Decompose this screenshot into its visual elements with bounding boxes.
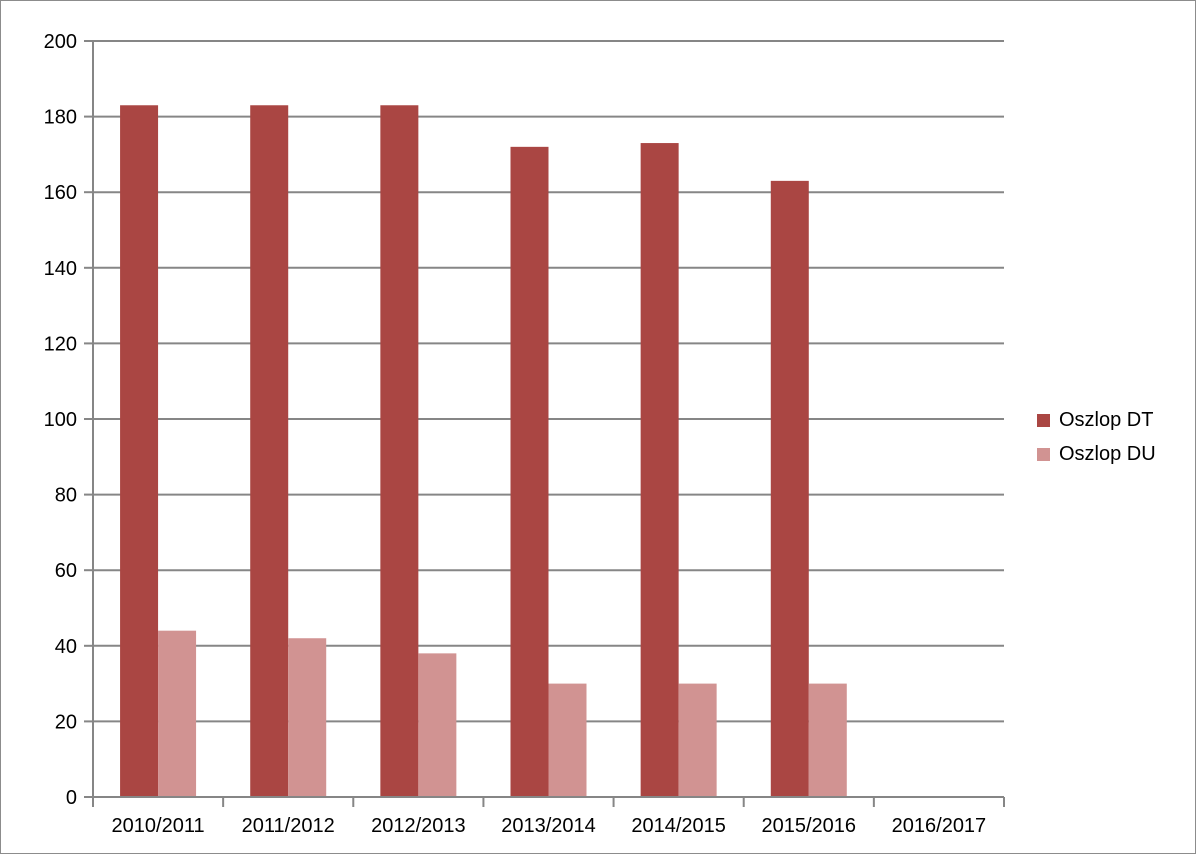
y-tick-label-20: 20 (55, 711, 77, 733)
y-tick-label-40: 40 (55, 636, 77, 658)
y-tick-label-120: 120 (44, 333, 77, 355)
y-tick-label-180: 180 (44, 107, 77, 129)
bar-oszlop-du-2010-2011 (158, 630, 197, 797)
bar-oszlop-dt-2010-2011 (120, 105, 159, 797)
bar-oszlop-du-2011-2012 (288, 638, 327, 797)
bar-oszlop-dt-2015-2016 (770, 180, 809, 798)
x-tick-label-2012-2013: 2012/2013 (371, 815, 466, 837)
axes (84, 40, 1005, 807)
y-tick-label-200: 200 (44, 31, 77, 53)
tick-labels: 0 20 40 60 80 100 120 140 160 180 200 2010/2011 2011… (44, 31, 987, 837)
y-tick-label-160: 160 (44, 182, 77, 204)
legend-item-oszlop-du: Oszlop DU (1037, 437, 1156, 471)
bar-oszlop-dt-2013-2014 (510, 146, 549, 798)
bar-oszlop-dt-2011-2012 (250, 105, 289, 797)
legend: Oszlop DT Oszlop DU (1037, 403, 1156, 471)
y-tick-label-100: 100 (44, 409, 77, 431)
bar-oszlop-dt-2014-2015 (640, 143, 679, 797)
legend-label-oszlop-dt: Oszlop DT (1059, 408, 1154, 431)
x-tick-label-2013-2014: 2013/2014 (501, 815, 596, 837)
bar-oszlop-du-2012-2013 (418, 653, 457, 797)
bars (120, 105, 847, 798)
y-tick-label-80: 80 (55, 485, 77, 507)
legend-label-oszlop-du: Oszlop DU (1059, 442, 1156, 465)
y-tick-label-0: 0 (66, 787, 77, 809)
legend-swatch-oszlop-du (1037, 447, 1050, 461)
legend-swatch-oszlop-dt (1037, 413, 1050, 427)
bar-oszlop-du-2015-2016 (808, 683, 847, 797)
x-tick-label-2015-2016: 2015/2016 (762, 815, 857, 837)
y-tick-label-60: 60 (55, 560, 77, 582)
x-tick-label-2016-2017: 2016/2017 (892, 815, 987, 837)
bar-oszlop-dt-2012-2013 (380, 105, 419, 797)
x-tick-label-2010-2011: 2010/2011 (112, 815, 205, 837)
bar-oszlop-du-2013-2014 (548, 683, 587, 797)
bar-oszlop-du-2014-2015 (678, 683, 717, 797)
x-tick-label-2014-2015: 2014/2015 (631, 815, 726, 837)
x-tick-label-2011-2012: 2011/2012 (242, 815, 335, 837)
y-tick-label-140: 140 (44, 258, 77, 280)
legend-item-oszlop-dt: Oszlop DT (1037, 403, 1156, 437)
